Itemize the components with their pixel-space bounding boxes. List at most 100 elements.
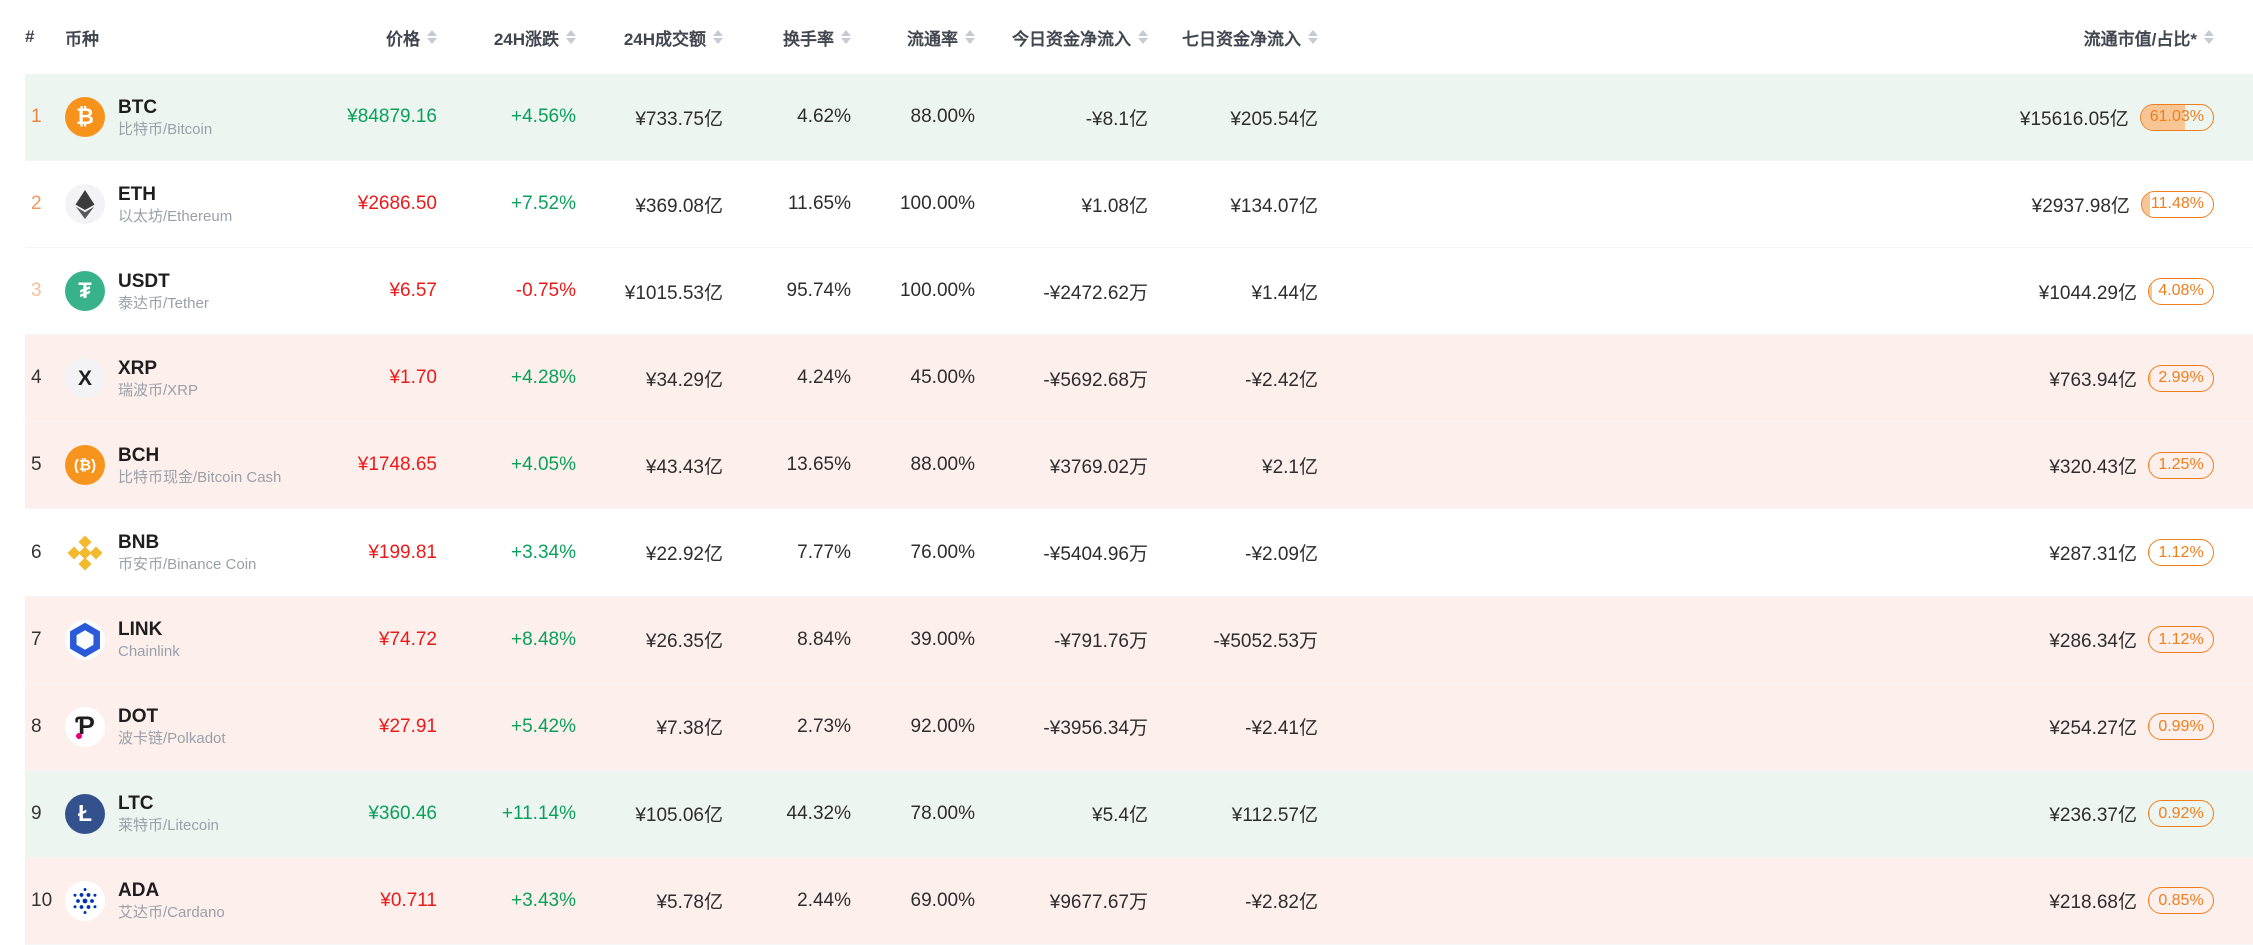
circulation-rate-value: 88.00% [910, 454, 975, 476]
column-header-label: 换手率 [783, 29, 834, 49]
dominance-percent: 61.03% [2149, 108, 2204, 126]
column-header-label: 币种 [65, 29, 99, 49]
dominance-percent: 0.85% [2158, 891, 2204, 909]
inflow-today-value: -¥791.76万 [1053, 631, 1148, 653]
volume-24h-value: ¥34.29亿 [645, 369, 723, 391]
ltc-coin-icon: Ł [65, 793, 105, 834]
dominance-percent: 0.99% [2158, 717, 2204, 735]
coin-fullname: 莱特币/Litecoin [118, 817, 219, 835]
turnover-rate-value: 2.44% [797, 889, 851, 911]
market-cap-value: ¥287.31亿 [2049, 544, 2137, 566]
dominance-badge: 0.99% [2148, 713, 2214, 741]
btc-coin-icon: ₿ [65, 97, 105, 138]
table-row-bnb[interactable]: 6 BNB 币安币/Binance Coin ¥199.81 +3.34% ¥22.92亿… [25, 509, 2253, 597]
coin-cell: ₿ BTC 比特币/Bitcoin [65, 97, 320, 138]
column-header-inflow_7d[interactable]: 七日资金净流入 [1148, 25, 1318, 50]
coin-fullname: 币安币/Binance Coin [118, 556, 257, 574]
sort-icon[interactable] [427, 30, 437, 44]
table-row-usdt[interactable]: 3 ₮ USDT 泰达币/Tether ¥6.57 -0.75% ¥1015.53亿 95.7… [25, 248, 2253, 336]
rank-number: 8 [31, 715, 42, 737]
coin-fullname: 以太坊/Ethereum [118, 207, 233, 225]
dot-coin-icon: Ƥ [65, 706, 105, 747]
market-cap-value: ¥320.43亿 [2049, 456, 2137, 478]
dominance-percent: 0.92% [2158, 804, 2204, 822]
inflow-today-value: -¥5404.96万 [1043, 544, 1148, 566]
inflow-today-value: ¥1.08亿 [1081, 195, 1148, 217]
turnover-rate-value: 2.73% [797, 715, 851, 737]
rank-number: 3 [31, 280, 42, 302]
circulation-rate-value: 39.00% [910, 628, 975, 650]
change-24h-value: +8.48% [511, 628, 576, 650]
polkadot-icon: Ƥ [75, 712, 95, 741]
column-header-label: 今日资金净流入 [1012, 29, 1131, 49]
table-row-eth[interactable]: 2 ETH 以太坊/Ethereum ¥2686.50 +7.52% ¥369.08亿 11… [25, 161, 2253, 249]
table-row-link[interactable]: 7 LINK Chainlink ¥74.72 +8.48% ¥26.35亿 8.84% 39… [25, 596, 2253, 684]
price-value: ¥0.711 [380, 889, 437, 911]
market-cap-value: ¥763.94亿 [2049, 369, 2137, 391]
inflow-today-value: ¥9677.67万 [1049, 892, 1148, 914]
turnover-rate-value: 7.77% [797, 541, 851, 563]
volume-24h-value: ¥22.92亿 [645, 544, 723, 566]
bch-coin-icon: (₿) [65, 445, 105, 486]
sort-icon[interactable] [1308, 30, 1318, 44]
dominance-fill-bar [2149, 278, 2152, 304]
market-cap-value: ¥254.27亿 [2049, 718, 2137, 740]
sort-icon[interactable] [2204, 30, 2214, 44]
coin-symbol: BCH [118, 444, 160, 466]
coin-symbol: ETH [118, 183, 156, 205]
table-header: # 币种 价格 24H涨跌 24H成交额 换手率 流通率 今日资金净流入 七日资金净流入 流通市值… [25, 0, 2253, 74]
change-24h-value: +11.14% [501, 802, 576, 824]
circulation-rate-value: 76.00% [910, 541, 975, 563]
price-value: ¥1748.65 [357, 454, 437, 476]
price-value: ¥1.70 [389, 367, 437, 389]
table-row-btc[interactable]: 1 ₿ BTC 比特币/Bitcoin ¥84879.16 +4.56% ¥733.75亿 4… [25, 74, 2253, 162]
coin-symbol: BTC [118, 96, 158, 118]
table-row-xrp[interactable]: 4 X XRP 瑞波币/XRP ¥1.70 +4.28% ¥34.29亿 4.24% 45.00… [25, 335, 2253, 423]
column-header-label: 七日资金净流入 [1182, 29, 1301, 49]
dominance-badge: 11.48% [2140, 190, 2214, 218]
table-row-ada[interactable]: 10 ADA 艾达币/Cardano ¥0.711 +3.43% ¥5.78亿 2.44% 6… [25, 857, 2253, 945]
table-row-dot[interactable]: 8 Ƥ DOT 波卡链/Polkadot ¥27.91 +5.42% ¥7.38亿 2.73%… [25, 683, 2253, 771]
coin-cell: (₿) BCH 比特币现金/Bitcoin Cash [65, 445, 320, 486]
circulation-rate-value: 78.00% [910, 802, 975, 824]
column-header-price[interactable]: 价格 [320, 25, 437, 50]
dominance-fill-bar [2149, 714, 2150, 740]
column-header-circulation[interactable]: 流通率 [851, 25, 975, 50]
column-header-inflow_today[interactable]: 今日资金净流入 [975, 25, 1148, 50]
coin-cell: Ł LTC 莱特币/Litecoin [65, 793, 320, 834]
inflow-7d-value: -¥5052.53万 [1213, 631, 1318, 653]
sort-icon[interactable] [841, 30, 851, 44]
column-header-market_cap[interactable]: 流通市值/占比* [1318, 25, 2214, 50]
table-row-bch[interactable]: 5 (₿) BCH 比特币现金/Bitcoin Cash ¥1748.65 +4.05% ¥… [25, 422, 2253, 510]
volume-24h-value: ¥733.75亿 [635, 108, 723, 130]
inflow-today-value: -¥2472.62万 [1043, 282, 1148, 304]
price-value: ¥360.46 [368, 802, 437, 824]
table-row-ltc[interactable]: 9 Ł LTC 莱特币/Litecoin ¥360.46 +11.14% ¥105.06亿 4… [25, 770, 2253, 858]
change-24h-value: +4.28% [511, 367, 576, 389]
rank-number: 10 [31, 889, 53, 911]
column-header-volume[interactable]: 24H成交额 [576, 25, 723, 50]
inflow-today-value: ¥3769.02万 [1049, 456, 1148, 478]
change-24h-value: +5.42% [511, 715, 576, 737]
rank-number: 7 [31, 628, 42, 650]
sort-icon[interactable] [965, 30, 975, 44]
change-24h-value: -0.75% [515, 280, 576, 302]
dominance-percent: 4.08% [2158, 282, 2204, 300]
column-header-turnover[interactable]: 换手率 [723, 25, 851, 50]
circulation-rate-value: 92.00% [910, 715, 975, 737]
dominance-fill-bar [2149, 540, 2150, 566]
sort-icon[interactable] [713, 30, 723, 44]
sort-icon[interactable] [1138, 30, 1148, 44]
rank-number: 4 [31, 367, 42, 389]
sort-icon[interactable] [566, 30, 576, 44]
dominance-badge: 4.08% [2148, 277, 2214, 305]
dominance-percent: 1.12% [2158, 630, 2204, 648]
price-value: ¥84879.16 [347, 106, 437, 128]
coin-symbol: LINK [118, 619, 163, 641]
price-value: ¥6.57 [389, 280, 437, 302]
inflow-7d-value: -¥2.82亿 [1245, 892, 1318, 914]
price-value: ¥2686.50 [357, 193, 437, 215]
change-24h-value: +7.52% [511, 193, 576, 215]
coin-cell: BNB 币安币/Binance Coin [65, 532, 320, 573]
column-header-change[interactable]: 24H涨跌 [437, 25, 576, 50]
